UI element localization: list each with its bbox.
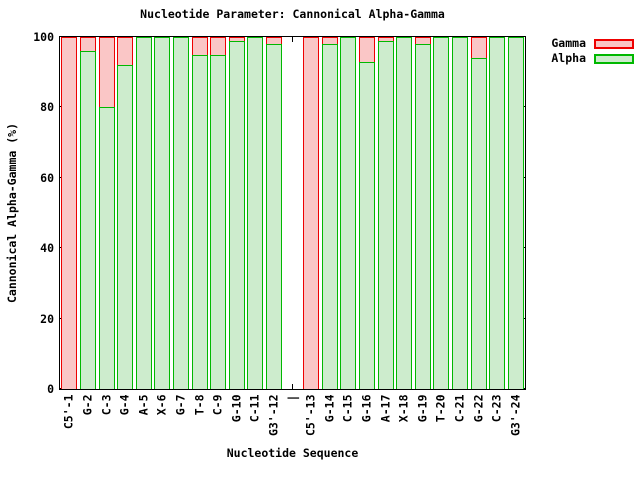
x-tick-label: G3'-24: [508, 394, 523, 436]
legend-entry-gamma: Gamma: [551, 36, 634, 51]
bar-alpha-C-21: [451, 37, 468, 389]
x-tick-label: X-6: [154, 394, 169, 415]
legend: Gamma Alpha: [551, 36, 634, 66]
x-tick-label: C-3: [99, 394, 113, 415]
bar-alpha-G-14: [321, 44, 338, 389]
bar-alpha-C-9: [210, 54, 227, 389]
legend-entry-alpha: Alpha: [551, 51, 634, 66]
bar-alpha-G-22: [470, 58, 487, 389]
x-tick-label: A-5: [136, 394, 151, 415]
legend-swatch-gamma: [594, 38, 634, 49]
y-tick-label: 20: [40, 311, 54, 326]
y-tick: [60, 36, 65, 37]
bar-alpha-G-16: [358, 61, 375, 389]
x-tick-label: G-19: [415, 394, 430, 422]
y-tick-mirror: [520, 36, 525, 37]
bar-alpha-A-17: [377, 40, 394, 389]
chart-title: Nucleotide Parameter: Cannonical Alpha-G…: [140, 7, 445, 21]
y-axis-label: Cannonical Alpha-Gamma (%): [5, 123, 19, 304]
y-tick-label: 100: [33, 30, 54, 44]
y-tick-label: 40: [40, 241, 54, 256]
x-tick-label: C-9: [210, 394, 225, 415]
x-tick-label: G-4: [117, 394, 132, 415]
x-tick-label: T-20: [433, 394, 448, 422]
x-tick-label: C5'-1: [61, 394, 76, 429]
bar-alpha-G-2: [79, 51, 96, 389]
x-axis-label: Nucleotide Sequence: [226, 446, 359, 460]
bar-alpha-T-8: [191, 54, 208, 389]
x-tick-label: G-16: [359, 394, 374, 422]
bar-alpha-G3'-12: [265, 44, 282, 389]
legend-label: Gamma: [551, 36, 586, 50]
x-tick-label: G-14: [322, 394, 337, 422]
bar-alpha-G-7: [172, 37, 189, 389]
bar-alpha-C-15: [340, 37, 357, 389]
bar-alpha-T-20: [433, 37, 450, 389]
x-tick-label: T-8: [192, 394, 206, 415]
bar-alpha-X-18: [396, 37, 413, 389]
bar-gamma-C5'-1: [61, 37, 78, 389]
y-tick-label: 80: [40, 100, 54, 115]
x-tick-label: G-7: [173, 394, 188, 415]
x-tick-label: C-15: [340, 394, 355, 422]
bar-alpha-X-6: [154, 37, 171, 389]
plot-area: [59, 36, 526, 390]
bar-alpha-C-3: [98, 107, 115, 389]
bar-alpha-G-10: [228, 40, 245, 389]
x-tick: [292, 384, 293, 389]
x-tick-label: X-18: [396, 394, 411, 422]
x-tick-label: G-10: [229, 394, 244, 422]
x-tick-label: |: [285, 394, 299, 401]
bar-alpha-C-23: [489, 37, 506, 389]
bar-gamma-C5'-13: [303, 37, 320, 389]
legend-label: Alpha: [551, 51, 586, 65]
x-tick-label: C-21: [452, 394, 467, 422]
legend-swatch-alpha: [594, 53, 634, 64]
bar-alpha-G-19: [414, 44, 431, 389]
bar-alpha-G3'-24: [507, 37, 524, 389]
x-tick-label: C5'-13: [303, 394, 318, 436]
bar-alpha-A-5: [135, 37, 152, 389]
x-tick-label: C-11: [247, 394, 262, 422]
x-tick-label: G-2: [80, 394, 95, 415]
bar-alpha-G-4: [117, 65, 134, 389]
x-tick-label: G3'-12: [266, 394, 281, 436]
x-tick-label: G-22: [471, 394, 485, 422]
x-tick-mirror: [292, 37, 293, 42]
y-tick-label: 60: [40, 170, 54, 185]
x-tick-label: C-23: [489, 394, 504, 422]
y-tick-label: 0: [47, 382, 54, 396]
bar-alpha-C-11: [247, 37, 264, 389]
x-tick-label: A-17: [378, 394, 392, 422]
